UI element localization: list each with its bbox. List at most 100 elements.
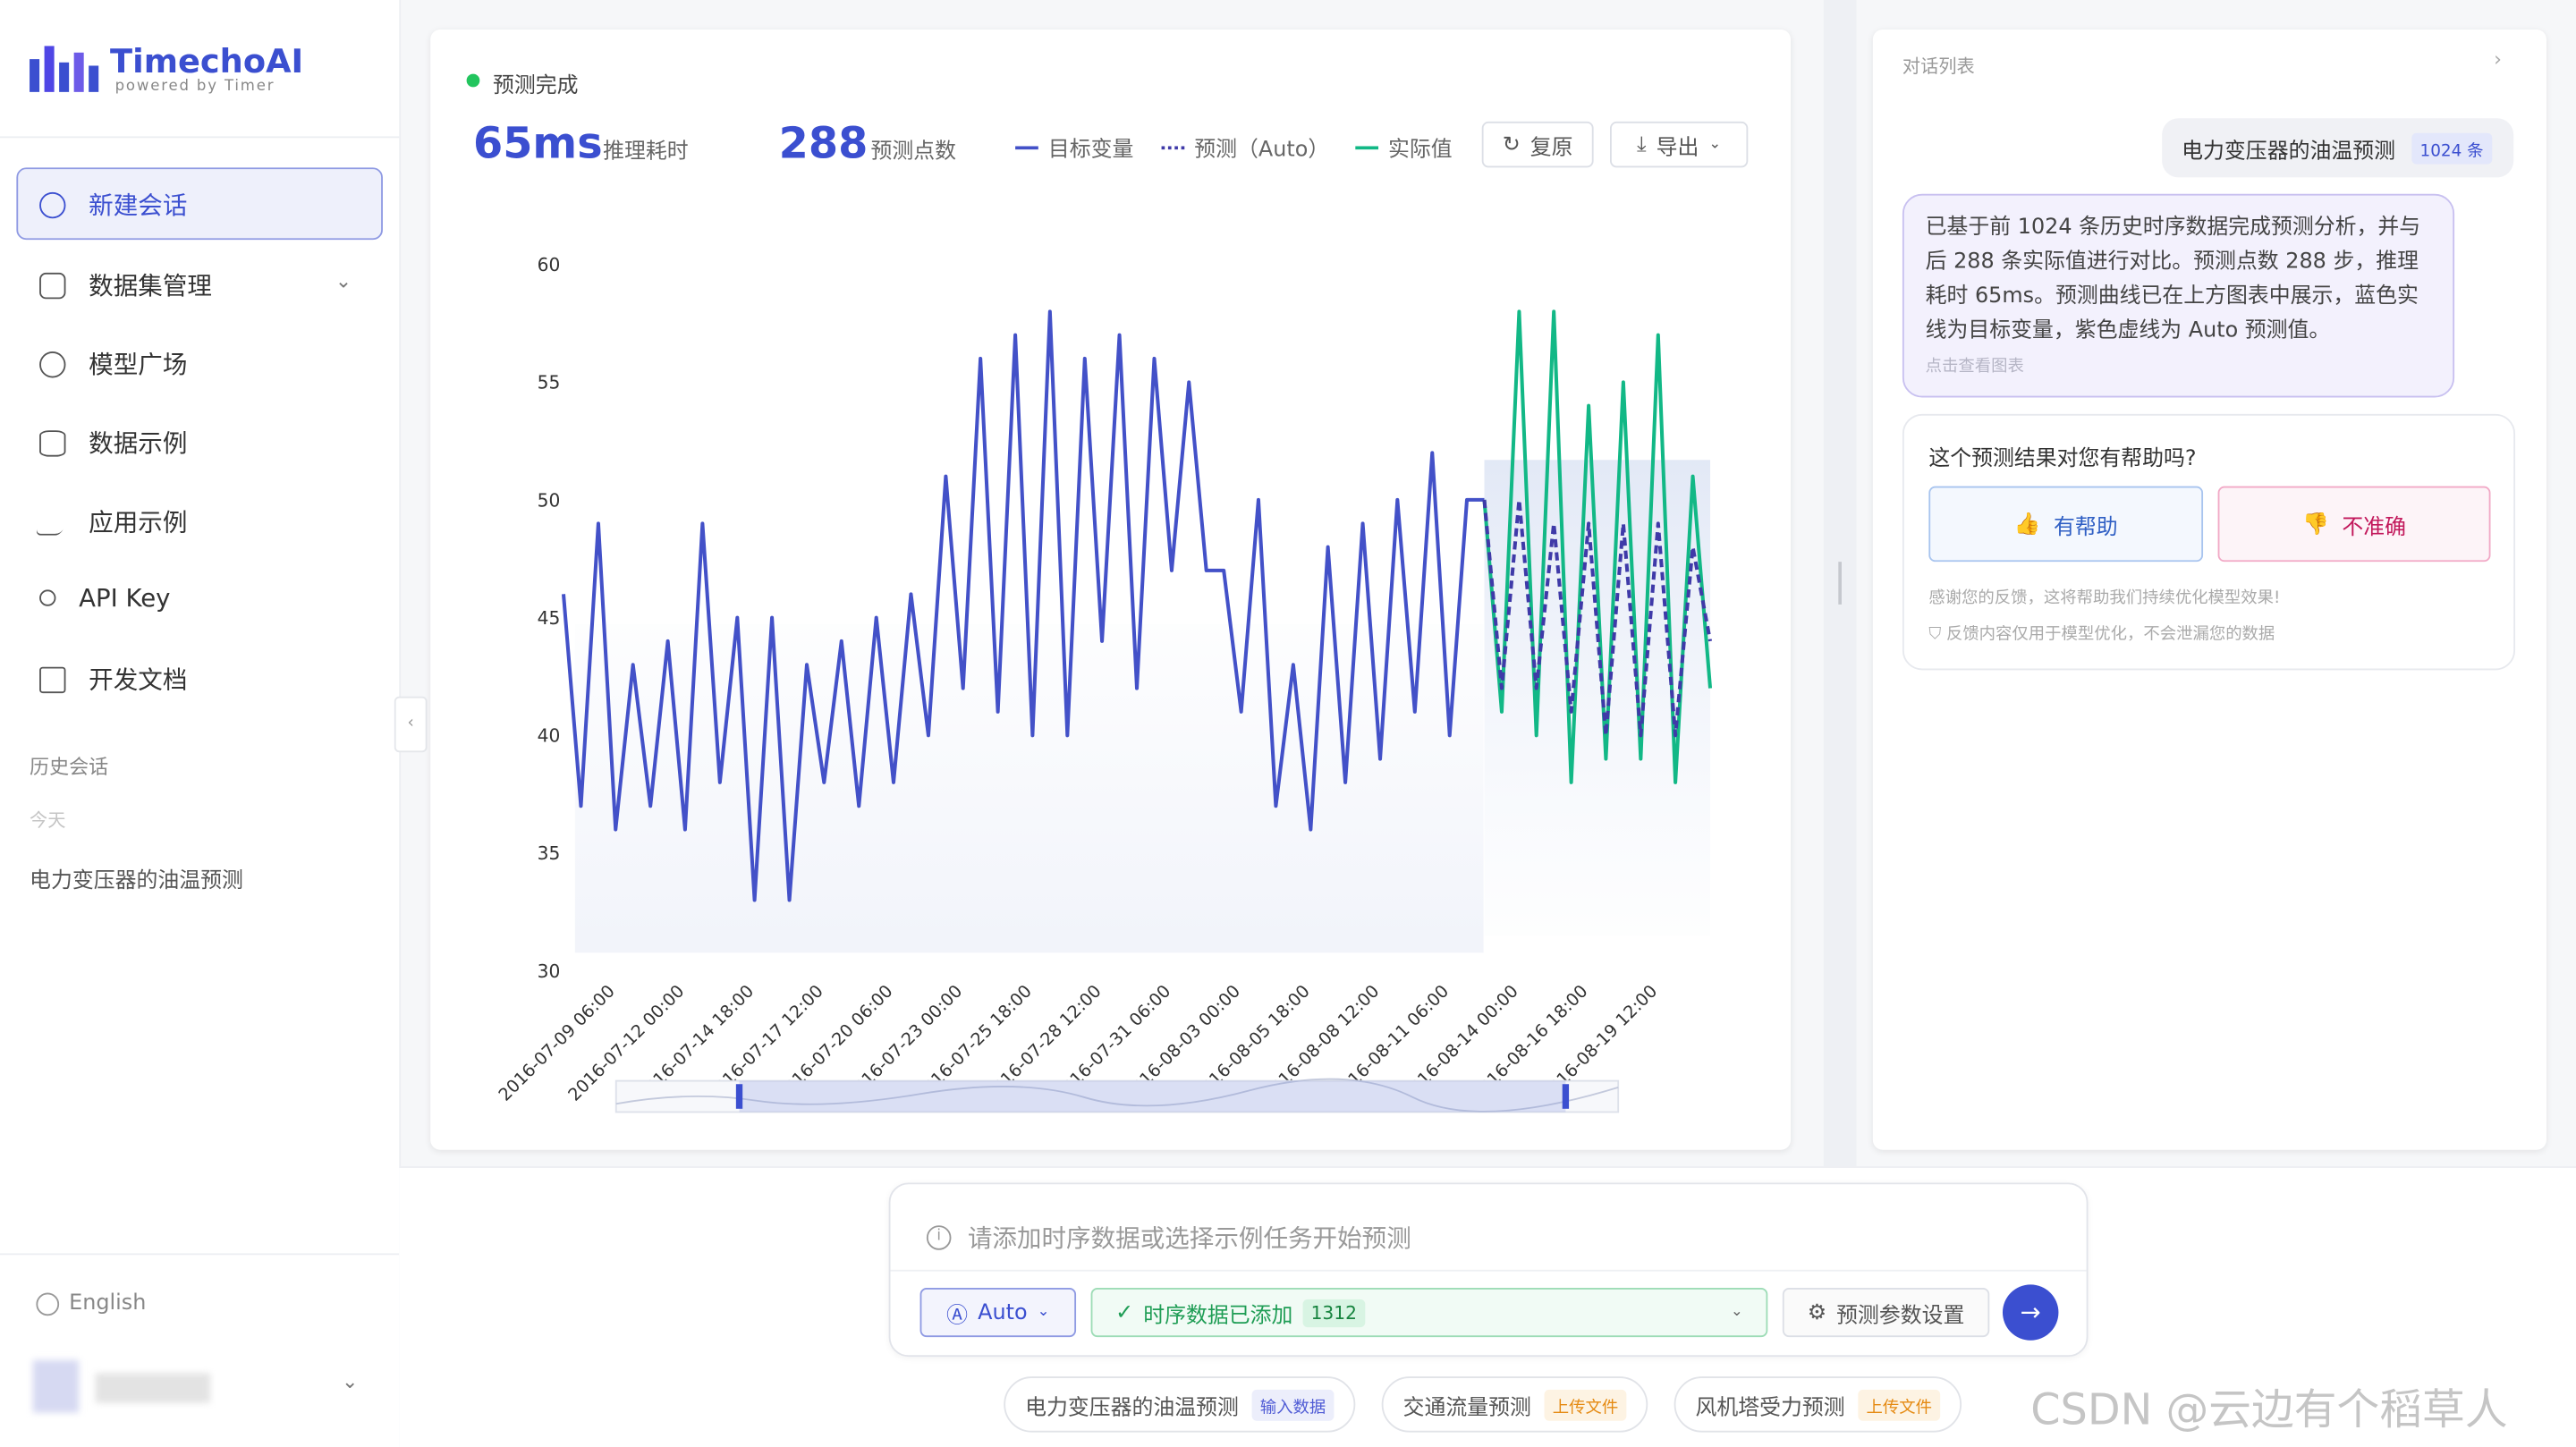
example-name: 风机塔受力预测 <box>1695 1395 1845 1420</box>
history-today: 今天 <box>30 809 66 832</box>
composer-input[interactable]: i 请添加时序数据或选择示例任务开始预测 <box>926 1221 1411 1256</box>
y-tick-label: 45 <box>538 607 561 629</box>
chart-card: 预测完成 65ms 推理耗时 288 预测点数 目标变量 预测（Auto） 实际… <box>430 30 1792 1150</box>
chevron: ⌄ <box>342 1369 359 1393</box>
y-tick-label: 35 <box>538 842 561 864</box>
y-tick-label: 55 <box>538 372 561 393</box>
series-line <box>1482 497 1713 738</box>
legend-item[interactable]: 实际值 <box>1355 131 1453 163</box>
send-button[interactable]: → <box>2002 1284 2059 1341</box>
legend-item[interactable]: 目标变量 <box>1015 131 1133 163</box>
tagline: powered by Timer <box>114 79 275 96</box>
legend-label: 预测（Auto） <box>1194 138 1330 163</box>
privacy-text: 反馈内容仅用于模型优化，不会泄漏您的数据 <box>1945 625 2275 644</box>
zoom-handle <box>1562 1084 1570 1109</box>
brand: TimechoAI <box>110 40 304 80</box>
placeholder: 请添加时序数据或选择示例任务开始预测 <box>967 1223 1411 1254</box>
helpful-button[interactable]: 👍 有帮助 <box>1928 486 2204 563</box>
data-count: 1312 <box>1302 1298 1366 1327</box>
example-tag: 上传文件 <box>1858 1388 1941 1420</box>
assistant-hint: 点击查看图表 <box>1925 358 2024 377</box>
menu-item[interactable]: API Key <box>39 583 170 613</box>
example-tag: 上传文件 <box>1544 1388 1627 1420</box>
model-select[interactable]: Ⓐ Auto ⌄ <box>919 1287 1077 1338</box>
feedback-thanks: 感谢您的反馈，这将帮助我们持续优化模型效果! <box>1928 589 2281 608</box>
zoom-preview <box>615 1078 1619 1113</box>
watermark: CSDN @云边有个稻草人 <box>2030 1386 2508 1436</box>
helpful-label: 有帮助 <box>2054 514 2118 540</box>
menu-label: API Key <box>79 583 171 613</box>
menu-label: 数据集管理 <box>89 271 212 301</box>
example-tag: 输入数据 <box>1251 1388 1335 1420</box>
legend-label: 实际值 <box>1388 138 1453 163</box>
inaccurate-button[interactable]: 👎 不准确 <box>2217 486 2491 563</box>
new-chat-label: 新建会话 <box>89 190 188 221</box>
reset-button[interactable]: ↻ 复原 <box>1481 121 1594 168</box>
y-tick-label: 40 <box>538 725 561 747</box>
forecast-shade <box>1484 460 1711 936</box>
zoom-window <box>739 1080 1566 1113</box>
menu-item[interactable]: 应用示例 <box>34 504 188 539</box>
points-label: 预测点数 <box>870 140 957 165</box>
user-text: 电力变压器的油温预测 <box>2182 139 2395 164</box>
inaccurate-label: 不准确 <box>2342 514 2407 540</box>
example[interactable]: 交通流量预测 上传文件 <box>1381 1376 1648 1433</box>
menu-item[interactable]: 开发文档 <box>39 662 187 697</box>
zoom-handle <box>735 1084 743 1109</box>
menu-item[interactable]: 数据集管理 <box>39 267 212 302</box>
avatar <box>32 1359 80 1413</box>
menu-item[interactable]: 数据示例 <box>39 426 187 461</box>
y-tick-label: 30 <box>538 960 561 982</box>
latency-label: 推理耗时 <box>603 140 689 165</box>
divider-handle <box>1838 562 1842 605</box>
menu-label: 开发文档 <box>89 664 188 695</box>
y-tick-label: 50 <box>538 489 561 511</box>
feedback-question: 这个预测结果对您有帮助吗? <box>1928 446 2197 472</box>
panel-chevron[interactable]: › <box>2494 47 2502 71</box>
menu-label: 数据示例 <box>89 428 188 459</box>
collapse-button[interactable]: ‹ <box>394 696 428 753</box>
history-title: 历史会话 <box>30 755 109 779</box>
assistant-message[interactable]: 已基于前 1024 条历史时序数据完成预测分析，并与后 288 条实际值进行对比… <box>1902 193 2455 398</box>
series-line <box>561 309 1485 902</box>
example-name: 交通流量预测 <box>1402 1395 1531 1420</box>
points: 288 <box>778 120 869 170</box>
export-button[interactable]: ⤓ 导出 ⌄ <box>1609 121 1749 168</box>
menu-label: 模型广场 <box>89 350 188 380</box>
panel-title: 对话列表 <box>1902 55 1975 78</box>
latency: 65ms <box>472 120 603 170</box>
data-select[interactable]: ✓ 时序数据已添加 1312 ⌄ <box>1090 1287 1768 1338</box>
data-status: 时序数据已添加 <box>1143 1303 1293 1328</box>
y-tick-label: 60 <box>538 254 561 275</box>
user-badge: 1024 条 <box>2411 131 2492 164</box>
new-chat[interactable]: 新建会话 <box>39 187 187 222</box>
language[interactable]: English <box>36 1291 146 1316</box>
status: 预测完成 <box>493 73 579 99</box>
feedback-card: 这个预测结果对您有帮助吗? 👍 有帮助 👎 不准确 感谢您的反馈，这将帮助我们持续优… <box>1902 413 2516 671</box>
assistant-text: 已基于前 1024 条历史时序数据完成预测分析，并与后 288 条实际值进行对比… <box>1925 215 2421 343</box>
new-chat-button[interactable] <box>16 167 383 241</box>
model-label: Auto <box>978 1299 1028 1325</box>
status-dot <box>466 73 480 88</box>
composer: i 请添加时序数据或选择示例任务开始预测 Ⓐ Auto ⌄ ✓ 时序数据已添加 1312 ⌄… <box>888 1182 2089 1358</box>
feedback-privacy: ⛉ 反馈内容仅用于模型优化，不会泄漏您的数据 <box>1928 625 2275 644</box>
example-name: 电力变压器的油温预测 <box>1025 1395 1239 1420</box>
chevron: ⌄ <box>335 269 352 292</box>
chat-panel: 对话列表 › 电力变压器的油温预测 1024 条 已基于前 1024 条历史时序… <box>1872 30 2546 1150</box>
menu-label: 应用示例 <box>89 507 188 537</box>
settings-button[interactable]: ⚙ 预测参数设置 <box>1782 1287 1990 1338</box>
settings-label: 预测参数设置 <box>1836 1303 1965 1328</box>
history-item[interactable]: 电力变压器的油温预测 <box>30 868 243 894</box>
example[interactable]: 电力变压器的油温预测 输入数据 <box>1004 1376 1356 1433</box>
export-label: 导出 <box>1656 135 1699 161</box>
user-name <box>95 1373 211 1403</box>
legend-label: 目标变量 <box>1047 138 1134 163</box>
legend-item[interactable]: 预测（Auto） <box>1161 131 1330 163</box>
example[interactable]: 风机塔受力预测 上传文件 <box>1674 1376 1962 1433</box>
reset-label: 复原 <box>1530 135 1573 161</box>
logo <box>30 46 99 92</box>
menu-item[interactable]: 模型广场 <box>39 347 187 382</box>
